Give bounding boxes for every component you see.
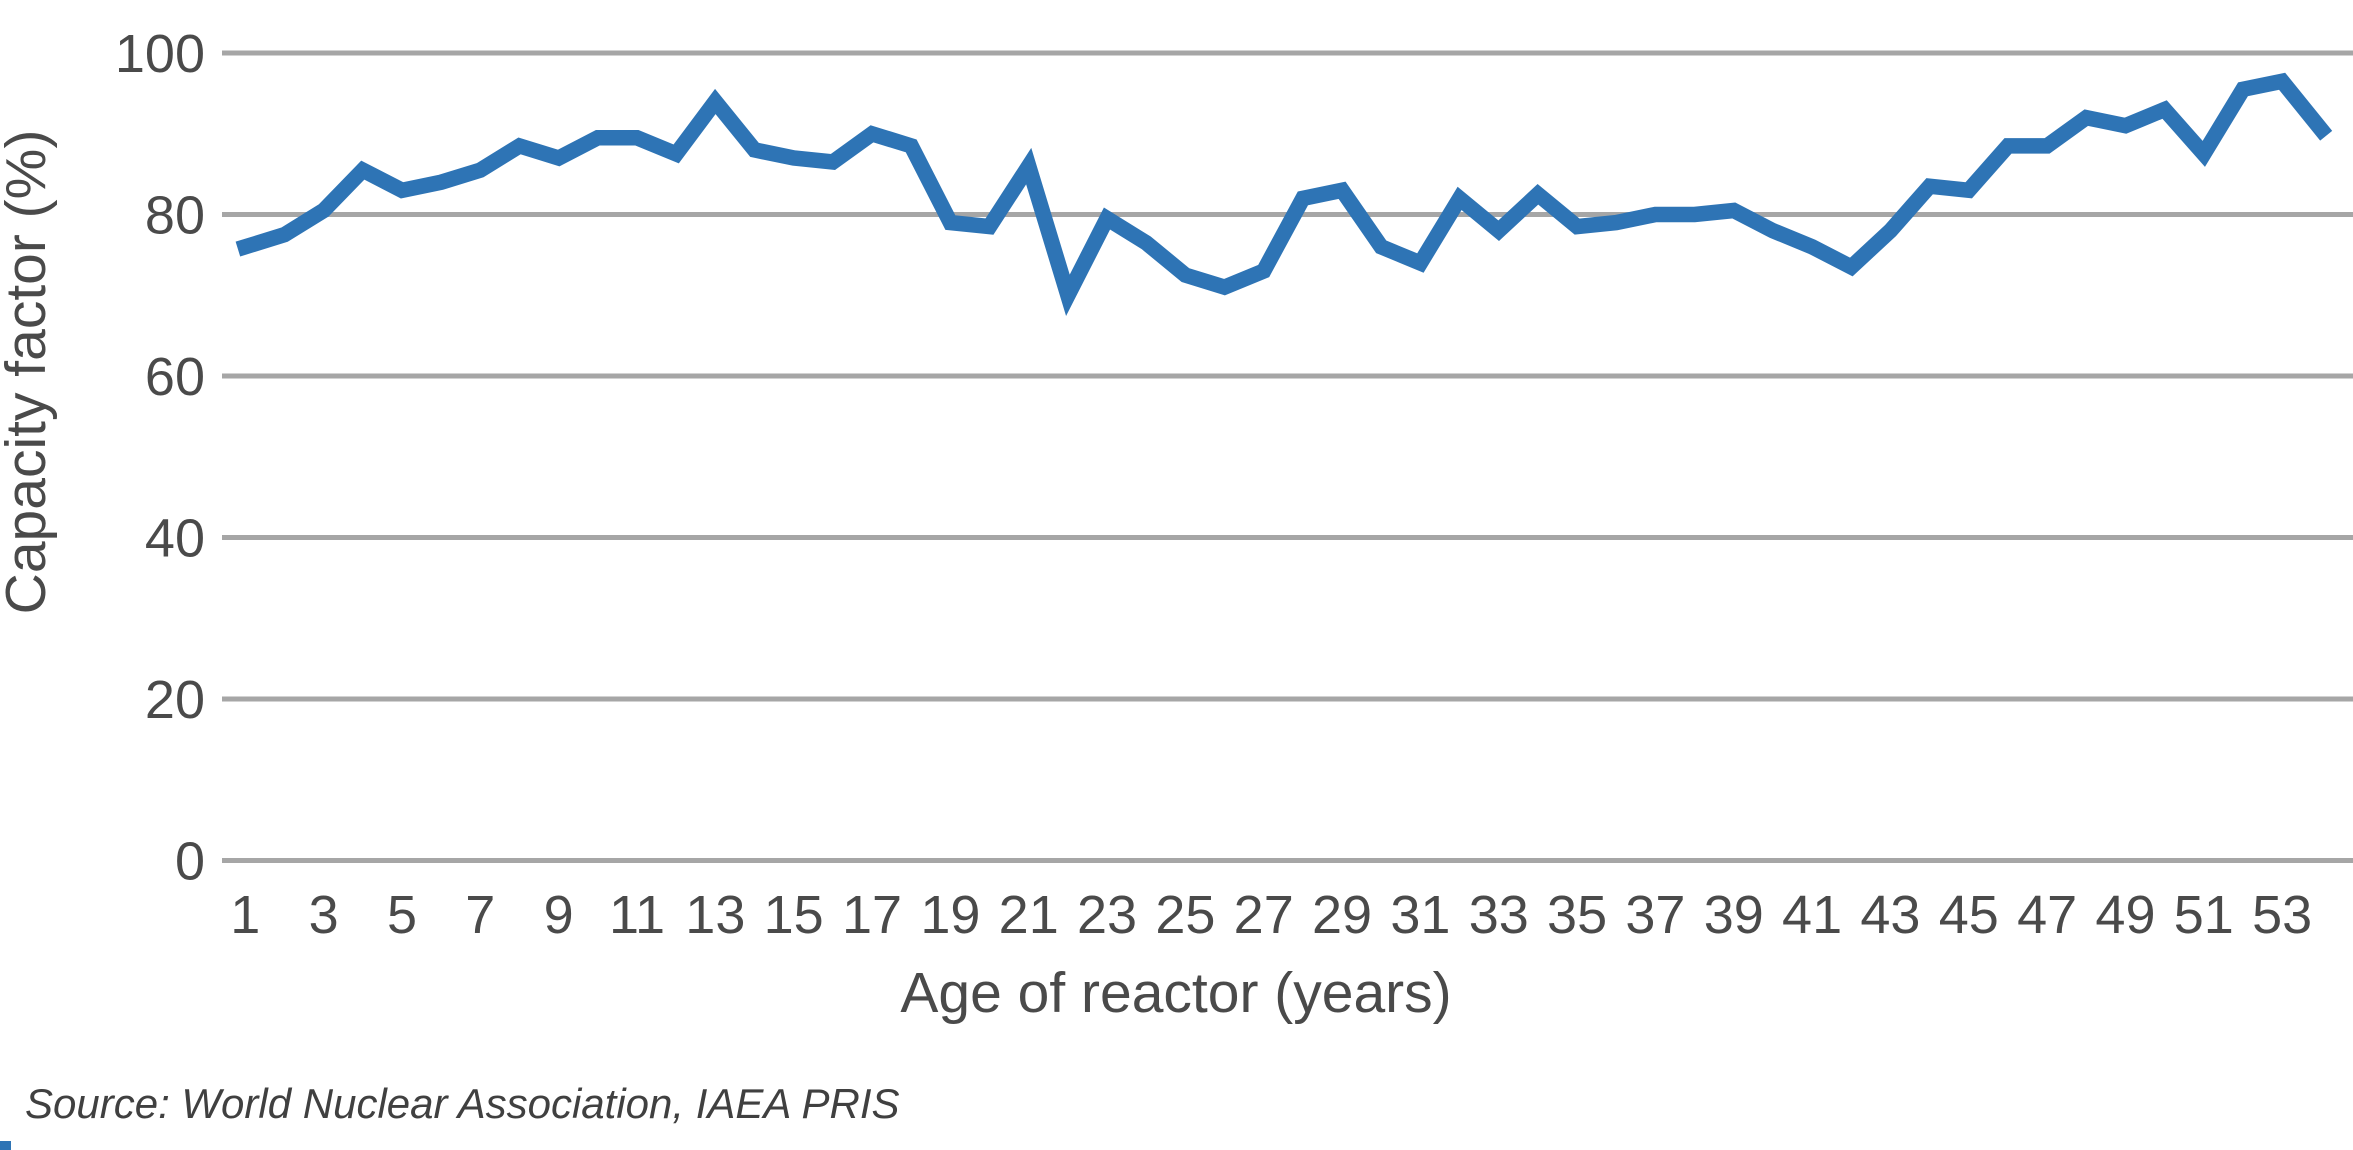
x-tick-41: 41 bbox=[1782, 885, 1842, 945]
y-tick-100: 100 bbox=[115, 24, 205, 84]
y-axis-title: Capacity factor (%) bbox=[0, 130, 58, 615]
y-tick-80: 80 bbox=[145, 186, 205, 246]
x-tick-3: 3 bbox=[309, 885, 339, 945]
x-tick-7: 7 bbox=[465, 885, 495, 945]
x-tick-23: 23 bbox=[1077, 885, 1137, 945]
horizontal-gridlines bbox=[222, 50, 2353, 863]
x-tick-29: 29 bbox=[1312, 885, 1372, 945]
corner-artifact bbox=[0, 1141, 11, 1150]
x-tick-45: 45 bbox=[1939, 885, 1999, 945]
x-tick-51: 51 bbox=[2174, 885, 2234, 945]
x-tick-5: 5 bbox=[387, 885, 417, 945]
x-tick-1: 1 bbox=[230, 885, 260, 945]
x-tick-15: 15 bbox=[764, 885, 824, 945]
x-tick-53: 53 bbox=[2252, 885, 2312, 945]
x-tick-9: 9 bbox=[544, 885, 574, 945]
x-tick-27: 27 bbox=[1234, 885, 1294, 945]
x-tick-31: 31 bbox=[1390, 885, 1450, 945]
y-tick-0: 0 bbox=[175, 832, 205, 892]
x-tick-21: 21 bbox=[999, 885, 1059, 945]
x-tick-11: 11 bbox=[609, 885, 665, 945]
x-tick-47: 47 bbox=[2017, 885, 2077, 945]
x-tick-13: 13 bbox=[685, 885, 745, 945]
x-tick-35: 35 bbox=[1547, 885, 1607, 945]
x-tick-39: 39 bbox=[1704, 885, 1764, 945]
source-note: Source: World Nuclear Association, IAEA … bbox=[25, 1080, 900, 1127]
capacity-factor-series-line bbox=[235, 72, 2333, 316]
x-tick-43: 43 bbox=[1860, 885, 1920, 945]
y-axis-tick-labels: 0 20 40 60 80 100 bbox=[115, 24, 205, 892]
x-tick-49: 49 bbox=[2095, 885, 2155, 945]
x-tick-37: 37 bbox=[1625, 885, 1685, 945]
x-tick-25: 25 bbox=[1155, 885, 1215, 945]
x-axis-tick-labels: 1 3 5 7 9 11 13 15 17 19 21 23 25 27 29 31 33 35 37 39 41 43 4… bbox=[230, 885, 2312, 945]
y-tick-20: 20 bbox=[145, 670, 205, 730]
y-tick-40: 40 bbox=[145, 509, 205, 569]
x-tick-19: 19 bbox=[920, 885, 980, 945]
x-tick-33: 33 bbox=[1469, 885, 1529, 945]
x-tick-17: 17 bbox=[842, 885, 902, 945]
y-tick-60: 60 bbox=[145, 347, 205, 407]
x-axis-title: Age of reactor (years) bbox=[900, 961, 1451, 1025]
